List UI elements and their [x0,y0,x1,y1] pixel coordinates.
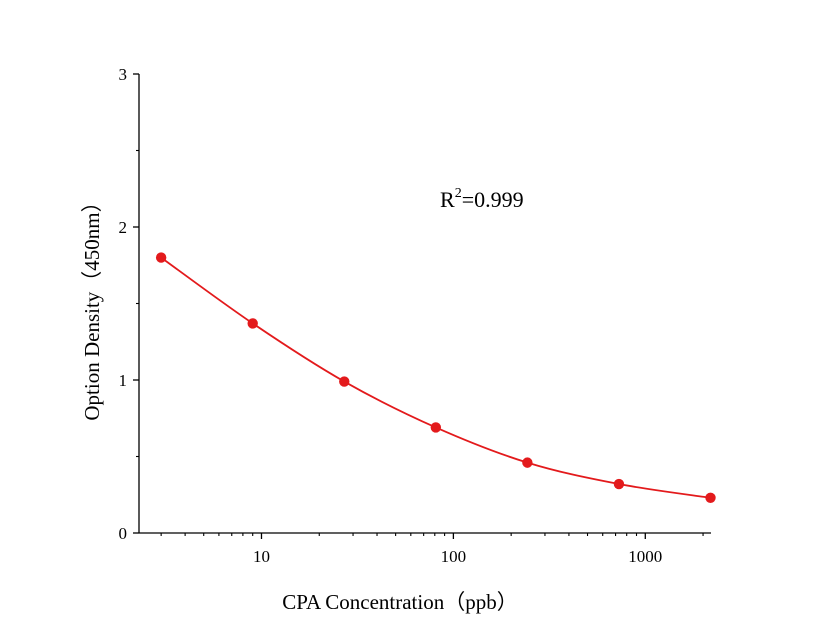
y-axis-label: Option Density（450nm） [80,191,104,420]
r-squared-base: R [440,187,455,212]
x-axis-label: CPA Concentration（ppb） [282,590,517,614]
y-ticks: 0 1 2 3 [119,65,139,543]
plot-area [155,252,716,504]
y-tick-label: 1 [119,371,128,390]
data-point [522,457,533,468]
data-point [430,422,442,433]
r-squared-annotation: R2=0.999 [440,186,524,212]
x-tick-label: 10 [253,547,270,566]
fit-curve [160,256,711,499]
data-point [247,318,258,329]
data-point [705,492,716,504]
x-ticks: 10 100 1000 [160,533,704,566]
data-point [339,376,350,387]
data-point [613,478,625,490]
data-point [155,252,167,263]
r-squared-superscript: 2 [455,186,462,201]
x-tick-label: 100 [441,547,467,566]
y-tick-label: 0 [119,524,128,543]
y-tick-label: 3 [119,65,128,84]
x-tick-label: 1000 [628,547,662,566]
r-squared-value: =0.999 [462,187,524,212]
y-tick-label: 2 [119,218,128,237]
